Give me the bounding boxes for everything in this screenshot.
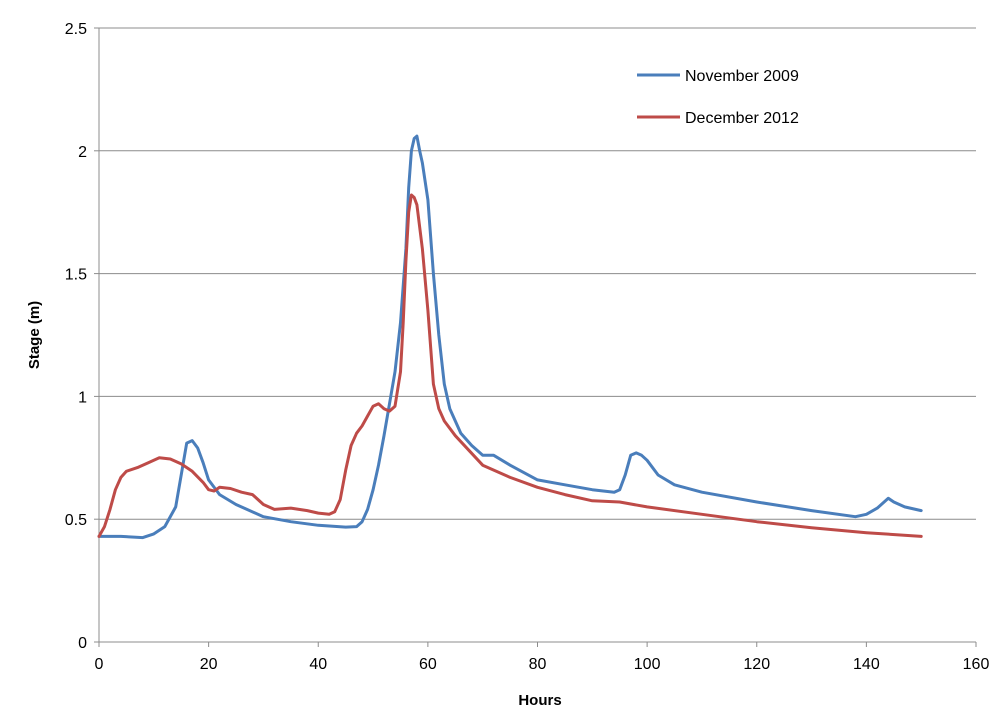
y-tick-label: 0.5 [65,512,87,529]
axes [94,27,977,647]
x-tick-label: 60 [419,656,437,673]
y-tick-label: 1 [78,389,87,406]
x-tick-label: 0 [95,656,104,673]
x-tick-label: 100 [634,656,661,673]
series-line-1 [97,134,923,540]
x-tick-label: 160 [963,656,990,673]
legend-label-1: November 2009 [685,68,799,85]
y-tick-labels: 0 0.5 1 1.5 2 2.5 [65,21,87,652]
x-tick-label: 120 [743,656,770,673]
gridlines [99,27,976,520]
legend-label-2: December 2012 [685,110,799,127]
legend: November 2009 December 2012 [637,68,799,127]
x-axis-label: Hours [518,692,561,709]
y-tick-label: 2.5 [65,21,87,38]
x-tick-label: 140 [853,656,880,673]
x-tick-labels: 0 20 40 60 80 100 120 140 160 [95,656,990,673]
series-line-2 [97,193,923,538]
x-tick-label: 40 [309,656,327,673]
y-tick-label: 0 [78,635,87,652]
x-tick-label: 80 [529,656,547,673]
y-tick-label: 2 [78,144,87,161]
y-tick-label: 1.5 [65,267,87,284]
x-tick-label: 20 [200,656,218,673]
y-axis-label: Stage (m) [26,301,43,369]
series-lines [97,134,923,540]
